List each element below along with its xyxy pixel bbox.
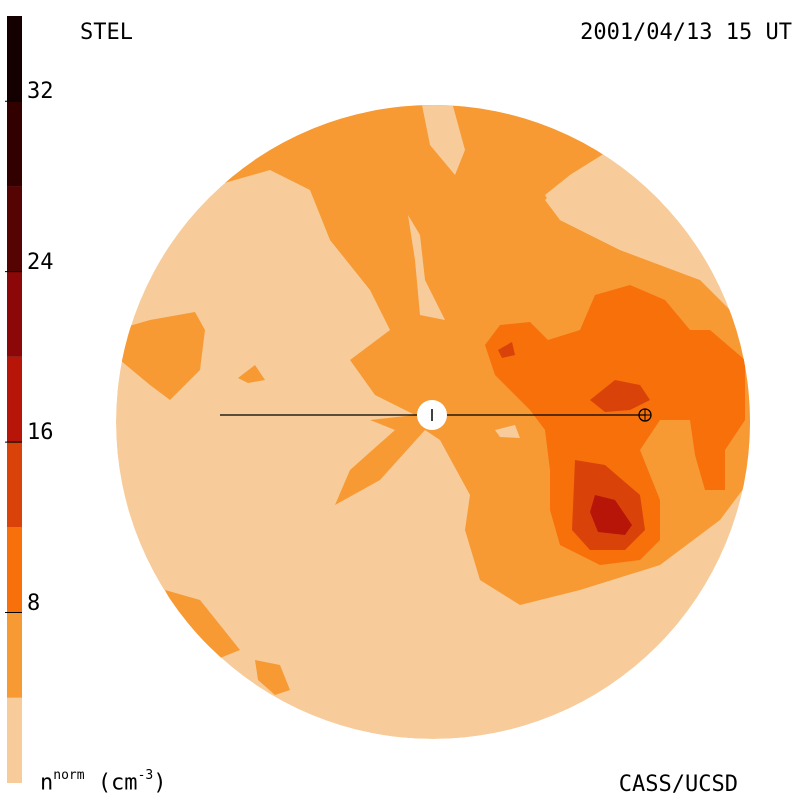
colorbar-tick-label-24: 24 [27, 249, 54, 275]
colorbar-level-3 [7, 442, 22, 528]
level-12-16-north [498, 342, 515, 358]
credit-label: CASS/UCSD [618, 772, 738, 797]
colorbar-level-0 [7, 697, 22, 783]
colorbar-level-2 [7, 527, 22, 613]
datetime-label: 2001/04/13 15 UT [580, 20, 792, 45]
level-0-4-gap-ray [495, 425, 520, 438]
earth-symbol [638, 408, 652, 422]
sun-symbol [417, 400, 447, 430]
unit-close: ) [153, 770, 167, 796]
level-4-8-small-patch [238, 365, 265, 383]
level-8-12-region [485, 285, 745, 565]
colorbar [7, 16, 22, 783]
level-0-4-gap-north [420, 105, 465, 175]
unit-sup: norm [53, 768, 85, 783]
colorbar-level-8 [7, 16, 22, 102]
level-0-4-gap-inner [408, 215, 445, 320]
level-12-16-east [590, 380, 650, 412]
colorbar-unit-label: nnorm (cm-3) [40, 768, 167, 796]
colorbar-level-5 [7, 271, 22, 357]
unit-base: n [40, 770, 54, 796]
colorbar-tick-label-8: 8 [27, 590, 41, 616]
colorbar-level-1 [7, 612, 22, 698]
unit-paren: (cm [97, 770, 138, 796]
colorbar-level-6 [7, 186, 22, 272]
colorbar-ticks [5, 100, 22, 614]
instrument-label: STEL [80, 20, 133, 45]
level-16-20-core [590, 495, 632, 535]
colorbar-tick-label-16: 16 [27, 420, 54, 446]
level-4-8-sw-patch [165, 590, 240, 660]
level-4-8-s-patch [255, 660, 290, 695]
unit-exp: -3 [137, 768, 154, 783]
colorbar-level-7 [7, 101, 22, 187]
level-4-8-west-lobe [116, 312, 205, 400]
level-0-4-gap-ne [545, 150, 700, 280]
colorbar-tick-label-32: 32 [27, 79, 54, 105]
colorbar-level-4 [7, 356, 22, 443]
